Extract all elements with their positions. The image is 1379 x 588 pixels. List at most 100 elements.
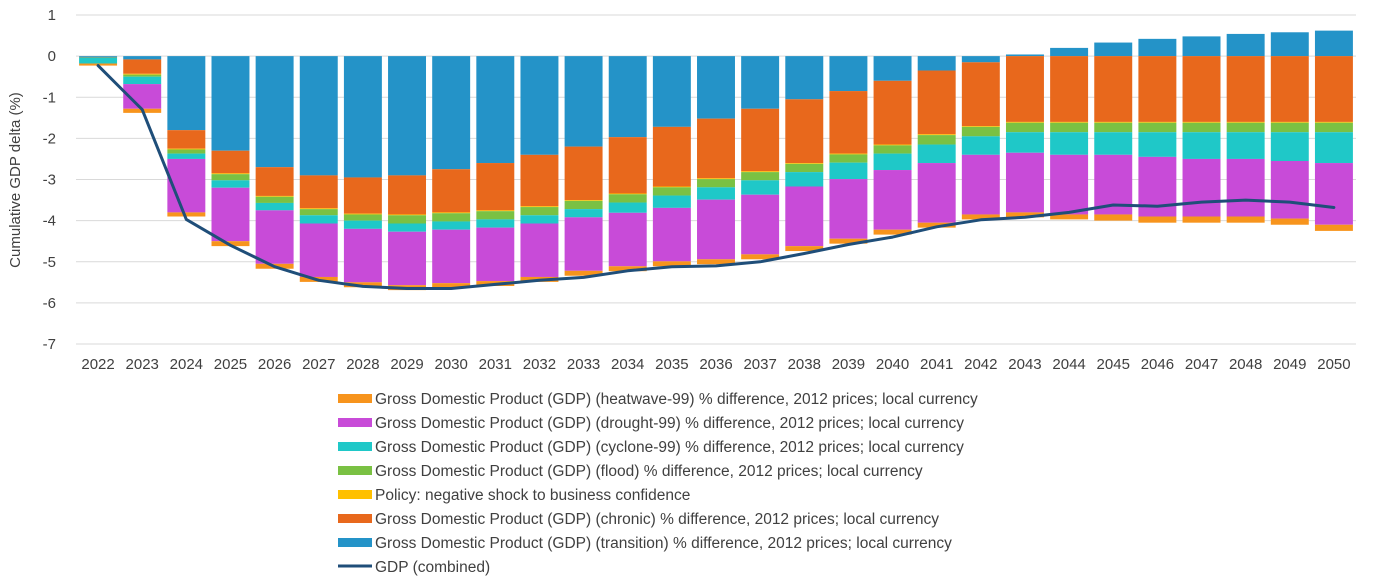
bar-segment — [829, 179, 868, 239]
y-tick-label: 0 — [48, 48, 56, 65]
bar-segment — [123, 74, 162, 77]
bar-segment — [1050, 56, 1089, 122]
bar-segment — [829, 162, 868, 180]
bar-segment — [652, 261, 691, 267]
bar-segment — [432, 56, 471, 170]
bar-segment — [1182, 122, 1221, 133]
bar-segment — [741, 172, 780, 181]
bar-segment — [1270, 160, 1309, 219]
bar-segment — [1094, 56, 1133, 122]
bar-segment — [211, 150, 250, 174]
y-tick-label: -1 — [43, 89, 56, 106]
bar-segment — [1270, 132, 1309, 161]
bar-segment — [1050, 122, 1089, 133]
y-tick-label: -5 — [43, 254, 56, 271]
x-tick-label: 2028 — [346, 356, 379, 373]
bar-segment — [343, 213, 382, 215]
x-tick-label: 2024 — [170, 356, 203, 373]
x-tick-label: 2039 — [832, 356, 865, 373]
legend-swatch — [338, 418, 372, 427]
bar-segment — [167, 130, 206, 149]
bar-segment — [873, 170, 912, 230]
bar-segment — [961, 214, 1000, 220]
combined-line-layer — [96, 64, 1336, 290]
bars — [79, 30, 1353, 291]
bar-segment — [652, 195, 691, 208]
legend: Gross Domestic Product (GDP) (heatwave-9… — [338, 391, 978, 576]
y-tick-label: -7 — [43, 336, 56, 353]
bar-segment — [1226, 122, 1265, 133]
bar-segment — [785, 99, 824, 164]
bar-segment — [343, 177, 382, 214]
bar-segment — [1138, 121, 1177, 123]
bar-segment — [785, 163, 824, 173]
bar-segment — [1050, 47, 1089, 57]
bar-segment — [1005, 132, 1044, 153]
bar-segment — [1138, 38, 1177, 57]
bar-segment — [123, 76, 162, 85]
bar-segment — [1182, 36, 1221, 57]
x-tick-label: 2036 — [699, 356, 732, 373]
x-tick-label: 2040 — [876, 356, 909, 373]
bar-segment — [1270, 32, 1309, 57]
x-tick-label: 2026 — [258, 356, 291, 373]
bar-segment — [1005, 122, 1044, 133]
bar-segment — [652, 207, 691, 262]
legend-label: Gross Domestic Product (GDP) (transition… — [375, 535, 952, 552]
bar-segment — [608, 193, 647, 195]
bar-segment — [123, 56, 162, 60]
bar-segment — [388, 56, 427, 176]
bar-segment — [1050, 132, 1089, 155]
bar-segment — [211, 173, 250, 175]
bar-segment — [255, 167, 294, 196]
bar-segment — [123, 59, 162, 74]
bar-segment — [1138, 122, 1177, 133]
bar-segment — [79, 56, 118, 58]
x-tick-label: 2032 — [523, 356, 556, 373]
bar-segment — [652, 186, 691, 188]
bar-segment — [432, 221, 471, 230]
bar-segment — [1138, 216, 1177, 223]
bar-segment — [343, 220, 382, 229]
bar-segment — [1270, 121, 1309, 123]
bar-segment — [123, 73, 162, 75]
bar-segment — [1314, 121, 1353, 123]
bar-segment — [211, 56, 250, 151]
y-axis-label: Cumulative GDP delta (%) — [7, 92, 24, 268]
bar-segment — [432, 283, 471, 289]
bar-segment — [785, 186, 824, 247]
bar-segment — [917, 222, 956, 228]
bar-segment — [1226, 216, 1265, 223]
bar-segment — [167, 56, 206, 131]
x-tick-label: 2043 — [1008, 356, 1041, 373]
bar-segment — [388, 214, 427, 216]
bar-segment — [873, 153, 912, 171]
bar-segment — [299, 175, 338, 209]
bar-segment — [211, 174, 250, 181]
bar-segment — [741, 108, 780, 172]
bar-segment — [741, 56, 780, 109]
bar-segment — [476, 227, 515, 282]
bar-segment — [741, 171, 780, 173]
y-axis: 1 0 -1 -2 -3 -4 -5 -6 -7 — [43, 7, 56, 353]
bar-segment — [343, 56, 382, 178]
bar-segment — [520, 223, 559, 277]
bar-segment — [520, 215, 559, 224]
x-tick-label: 2048 — [1229, 356, 1262, 373]
bar-segment — [961, 56, 1000, 63]
bar-segment — [652, 187, 691, 196]
x-tick-label: 2031 — [479, 356, 512, 373]
bar-segment — [873, 80, 912, 145]
y-tick-label: -6 — [43, 295, 56, 312]
bar-segment — [211, 180, 250, 188]
bar-segment — [1226, 33, 1265, 57]
bar-segment — [1094, 122, 1133, 133]
x-tick-label: 2035 — [655, 356, 688, 373]
bar-segment — [697, 118, 735, 179]
y-tick-label: 1 — [48, 7, 56, 24]
bar-segment — [785, 56, 824, 100]
bar-segment — [1314, 56, 1353, 122]
bar-segment — [1094, 214, 1133, 221]
